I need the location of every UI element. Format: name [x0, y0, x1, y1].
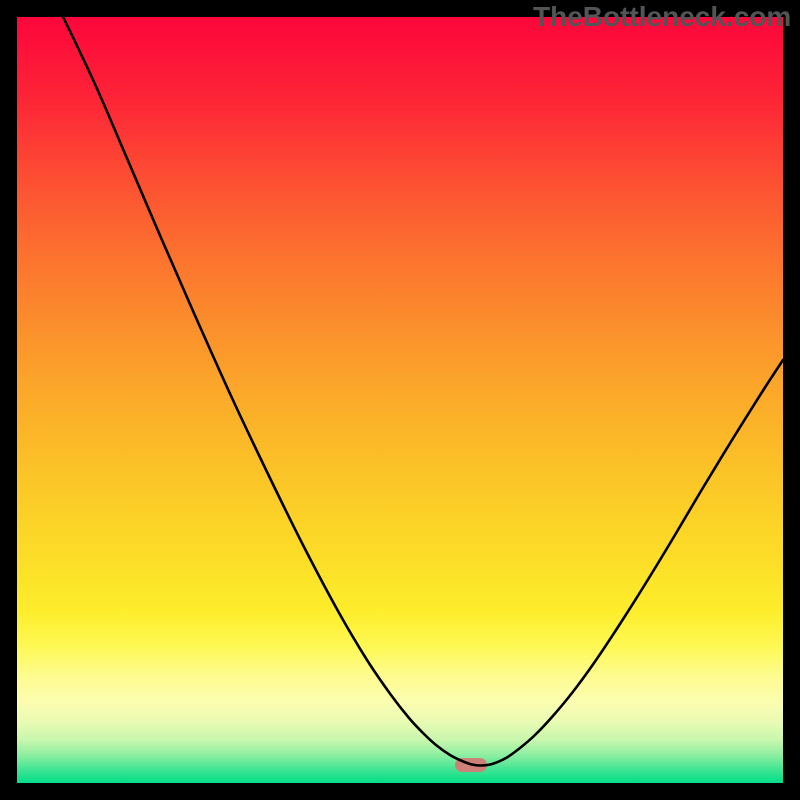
- bottleneck-chart: [0, 0, 800, 800]
- plot-background-gradient: [17, 17, 783, 783]
- watermark-text: TheBottleneck.com: [533, 1, 791, 33]
